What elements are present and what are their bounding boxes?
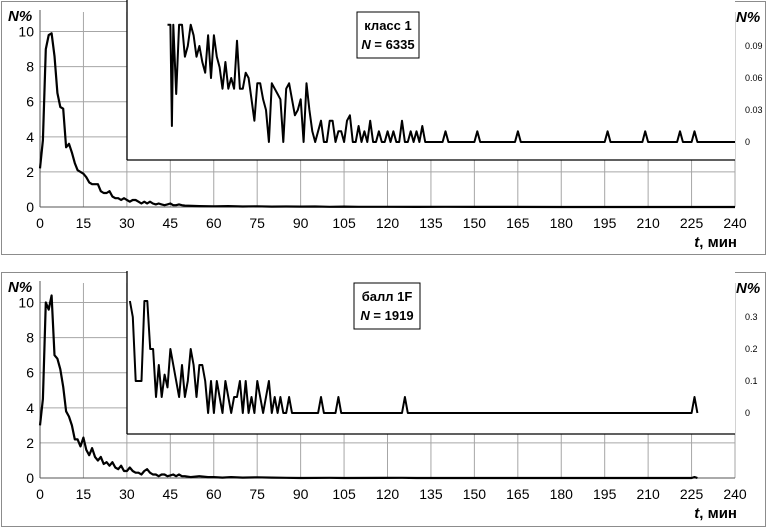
x-tick-label: 225 [680, 215, 704, 231]
y-tick-label: 4 [26, 400, 34, 416]
x-tick-label: 120 [376, 215, 400, 231]
x-tick-label: 180 [550, 486, 574, 502]
inset-y-tick-label: 0 [745, 137, 750, 147]
x-tick-label: 225 [680, 486, 704, 502]
x-tick-label: 90 [293, 486, 309, 502]
inset-y-tick-label: 0.06 [745, 73, 763, 83]
inset-y-axis-title: N% [736, 280, 760, 297]
y-tick-label: 6 [26, 365, 34, 381]
inset-y-tick-label: 0.1 [745, 376, 758, 386]
x-tick-label: 0 [36, 486, 44, 502]
x-tick-label: 165 [506, 215, 530, 231]
x-tick-label: 120 [376, 486, 400, 502]
legend-line-1: балл 1F [362, 289, 413, 304]
inset-y-tick-label: 0.3 [745, 312, 758, 322]
x-tick-label: 60 [206, 486, 222, 502]
y-tick-label: 10 [18, 24, 34, 40]
chart-top: 0 15 30 45 60 75 90 105 120 135 150 165 180 195 210 225… [8, 0, 763, 251]
y-axis-title: N% [8, 279, 32, 296]
x-tick-label: 135 [419, 215, 443, 231]
chart-bottom: 0 15 30 45 60 75 90 105 120 135 150 165 180 195 210 225… [8, 271, 760, 522]
x-tick-label: 45 [163, 215, 179, 231]
x-axis-title: t, мин [694, 234, 737, 251]
inset-series-line [167, 23, 735, 143]
y-tick-label: 6 [26, 94, 34, 110]
x-tick-label: 150 [463, 486, 487, 502]
x-tick-label: 210 [636, 486, 660, 502]
x-tick-label: 15 [76, 215, 92, 231]
inset-y-tick-label: 0 [745, 408, 750, 418]
legend-box [353, 282, 421, 330]
x-tick-label: 180 [550, 215, 574, 231]
chart-panel-bottom: 0 15 30 45 60 75 90 105 120 135 150 165 180 195 210 225… [1, 271, 766, 527]
inset-background [127, 271, 735, 434]
inset-y-tick-label: 0.09 [745, 41, 763, 51]
x-tick-label: 210 [636, 215, 660, 231]
series-line [38, 294, 698, 480]
x-tick-label: 195 [593, 486, 617, 502]
series-line [38, 32, 735, 209]
legend-line-2: N = 1919 [360, 308, 413, 323]
x-tick-label: 75 [249, 486, 265, 502]
x-tick-label: 30 [119, 486, 135, 502]
y-tick-label: 4 [26, 129, 34, 145]
x-tick-label: 105 [332, 215, 356, 231]
y-tick-label: 10 [18, 295, 34, 311]
x-tick-label: 30 [119, 215, 135, 231]
chart-panel-top: 0 15 30 45 60 75 90 105 120 135 150 165 180 195 210 225… [1, 0, 766, 255]
legend-box [356, 11, 420, 59]
legend-line-2: N = 6335 [361, 37, 414, 52]
x-tick-label: 90 [293, 215, 309, 231]
y-axis-title: N% [8, 8, 32, 25]
y-tick-label: 8 [26, 330, 34, 346]
x-tick-label: 240 [723, 215, 747, 231]
inset-y-axis-title: N% [736, 9, 760, 26]
x-tick-label: 165 [506, 486, 530, 502]
x-tick-label: 0 [36, 215, 44, 231]
x-tick-label: 135 [419, 486, 443, 502]
x-tick-label: 45 [163, 486, 179, 502]
legend-line-1: класс 1 [364, 18, 411, 33]
inset-series-line [128, 300, 699, 414]
inset-chart: 0 0.03 0.06 0.09 N% [126, 0, 763, 161]
inset-y-tick-label: 0.2 [745, 344, 758, 354]
x-tick-label: 240 [723, 486, 747, 502]
inset-chart: 0 0.1 0.2 0.3 N% [126, 271, 760, 435]
legend: балл 1F N = 1919 [353, 282, 421, 330]
x-tick-label: 105 [332, 486, 356, 502]
x-tick-label: 15 [76, 486, 92, 502]
x-tick-label: 150 [463, 215, 487, 231]
x-tick-label: 195 [593, 215, 617, 231]
x-tick-label: 60 [206, 215, 222, 231]
legend: класс 1 N = 6335 [356, 11, 420, 59]
y-tick-label: 0 [26, 199, 34, 215]
y-tick-label: 2 [26, 435, 34, 451]
x-axis-title: t, мин [694, 505, 737, 522]
inset-y-tick-label: 0.03 [745, 105, 763, 115]
x-tick-label: 75 [249, 215, 265, 231]
y-tick-label: 0 [26, 470, 34, 486]
y-tick-label: 8 [26, 59, 34, 75]
y-tick-label: 2 [26, 164, 34, 180]
